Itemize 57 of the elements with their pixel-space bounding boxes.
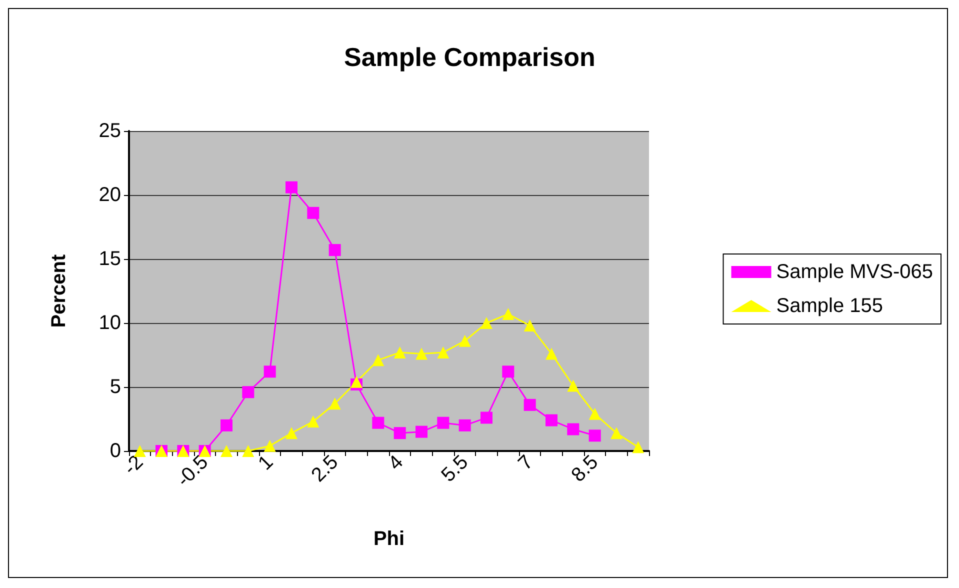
- legend-label: Sample 155: [776, 295, 884, 317]
- point: [328, 244, 341, 256]
- point: [134, 445, 146, 457]
- point: [567, 423, 580, 436]
- y-tick-label: 20: [98, 184, 121, 206]
- x-tick-label: 7: [514, 451, 538, 475]
- y-tick-label: 10: [98, 312, 121, 334]
- point: [264, 440, 276, 452]
- y-tick-label: 15: [98, 248, 121, 270]
- point: [546, 414, 558, 426]
- point: [220, 419, 232, 432]
- point: [546, 348, 558, 360]
- point: [394, 427, 406, 440]
- point: [350, 376, 362, 388]
- point: [416, 348, 428, 360]
- point: [437, 416, 450, 429]
- point: [328, 398, 341, 410]
- point: [588, 408, 601, 420]
- x-tick-label: 2.5: [307, 451, 343, 486]
- point: [502, 366, 514, 378]
- x-axis-title: Phi: [373, 528, 405, 550]
- x-tick-label: -2: [119, 451, 148, 480]
- point: [307, 206, 320, 219]
- point: [632, 441, 644, 454]
- x-tick-label: 8.5: [567, 451, 603, 486]
- y-tick-label: 25: [98, 120, 121, 142]
- chart-title: Sample Comparison: [344, 42, 596, 72]
- point: [372, 416, 384, 429]
- point: [286, 427, 298, 440]
- point: [588, 430, 601, 442]
- point: [242, 386, 254, 398]
- y-tick-label: 0: [110, 440, 121, 462]
- point: [524, 398, 536, 411]
- point: [372, 354, 384, 366]
- point: [307, 416, 320, 428]
- x-tick-label: -0.5: [172, 451, 213, 492]
- point: [502, 308, 514, 320]
- legend-label: Sample MVS-065: [776, 261, 934, 283]
- point: [264, 366, 276, 378]
- point: [458, 334, 471, 347]
- point: [480, 412, 492, 424]
- y-tick-label: 5: [110, 376, 121, 398]
- point: [567, 380, 580, 392]
- x-tick-label: 4: [384, 451, 408, 475]
- point: [458, 419, 471, 432]
- point: [394, 346, 406, 358]
- point: [242, 445, 254, 457]
- x-tick-label: 1: [254, 451, 278, 475]
- point: [437, 346, 450, 358]
- point: [524, 320, 536, 332]
- point: [610, 427, 622, 440]
- point: [480, 317, 492, 329]
- y-axis-title: Percent: [48, 254, 70, 328]
- point: [286, 181, 298, 194]
- point: [416, 426, 428, 438]
- point: [220, 445, 232, 457]
- x-tick-label: 5.5: [437, 451, 473, 486]
